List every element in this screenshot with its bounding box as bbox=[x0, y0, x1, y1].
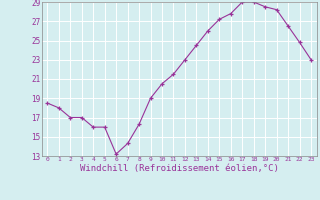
X-axis label: Windchill (Refroidissement éolien,°C): Windchill (Refroidissement éolien,°C) bbox=[80, 164, 279, 173]
